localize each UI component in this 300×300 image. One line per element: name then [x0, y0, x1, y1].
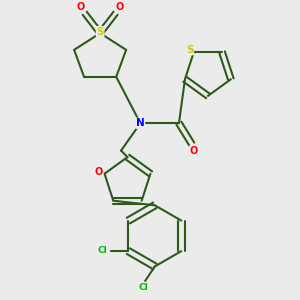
Text: O: O	[189, 146, 198, 156]
Text: Cl: Cl	[98, 246, 107, 255]
Text: S: S	[186, 45, 194, 55]
Text: S: S	[96, 27, 104, 37]
Text: Cl: Cl	[139, 284, 148, 292]
Text: N: N	[136, 118, 145, 128]
Text: O: O	[115, 2, 124, 12]
Text: O: O	[94, 167, 103, 177]
Text: O: O	[77, 2, 85, 12]
